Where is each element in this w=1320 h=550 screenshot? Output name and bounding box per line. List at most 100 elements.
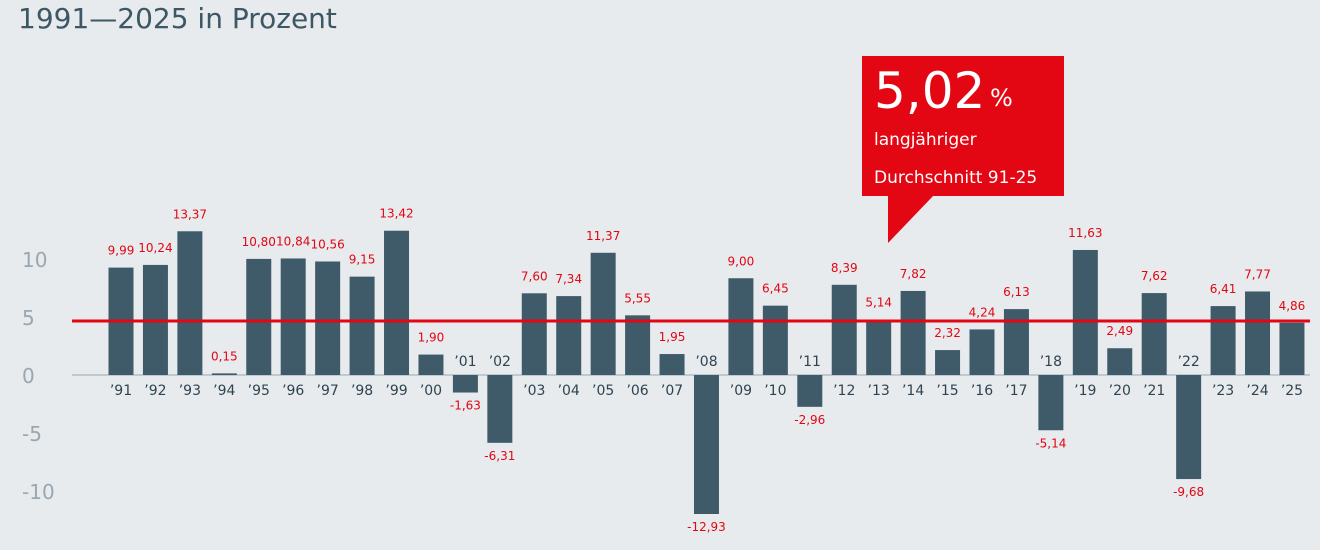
value-label: 5,55 [624,291,651,305]
x-tick-label: ’15 [936,383,958,399]
value-label: 0,15 [211,349,238,363]
average-caption-line1: langjähriger [874,130,977,150]
y-tick-label: 5 [22,306,35,330]
bar [349,276,375,375]
x-tick-label: ’02 [489,354,511,370]
bar [1245,291,1271,375]
x-tick-label: ’97 [317,383,339,399]
value-label: -12,93 [687,520,726,534]
average-unit: % [990,84,1013,112]
x-tick-label: ’16 [971,383,993,399]
x-tick-label: ’92 [144,383,166,399]
bar [969,329,995,375]
bar [866,319,892,375]
value-label: 10,24 [138,241,172,255]
x-tick-label: ’01 [454,354,476,370]
value-label: 9,00 [728,254,755,268]
x-tick-label: ’21 [1143,383,1165,399]
x-tick-label: ’99 [385,383,407,399]
x-tick-label: ’03 [523,383,545,399]
bar [625,315,651,375]
value-label: -9,68 [1173,485,1204,499]
x-tick-label: ’00 [420,383,442,399]
x-tick-label: ’17 [1005,383,1027,399]
bar [1141,293,1167,375]
y-tick-label: -10 [22,480,55,504]
value-label: 7,77 [1244,267,1271,281]
x-tick-label: ’93 [179,383,201,399]
value-label: 13,37 [173,207,207,221]
x-tick-label: ’09 [730,383,752,399]
value-label: 7,82 [900,267,927,281]
bar [1210,306,1236,375]
bar [487,375,513,443]
value-label: -2,96 [794,413,825,427]
value-label: 13,42 [379,207,413,221]
value-label: 10,56 [310,237,344,251]
x-tick-label: ’04 [558,383,580,399]
value-label: 6,45 [762,282,789,296]
value-label: 4,86 [1279,299,1306,313]
x-tick-label: ’23 [1212,383,1234,399]
value-label: 10,84 [276,234,310,248]
value-label: 5,14 [865,296,892,310]
value-label: 9,99 [108,244,135,258]
bar [659,354,685,375]
bar [1107,348,1133,375]
average-caption-line2: Durchschnitt 91-25 [874,168,1038,188]
bar [384,230,410,375]
value-label: 6,41 [1210,282,1237,296]
bar [1279,322,1305,375]
value-label: -5,14 [1035,436,1066,450]
y-tick-label: -5 [22,422,42,446]
bar [1176,375,1202,480]
value-label: 1,90 [418,331,445,345]
value-label: 2,32 [934,326,961,340]
value-label: 9,15 [349,253,376,267]
bar [211,373,237,375]
y-tick-label: 10 [22,248,47,272]
x-tick-label: ’10 [764,383,786,399]
x-tick-label: ’22 [1178,354,1200,370]
x-tick-label: ’11 [799,354,821,370]
x-tick-label: ’14 [902,383,924,399]
bar [315,261,341,375]
bar [1003,309,1029,375]
x-tick-label: ’98 [351,383,373,399]
x-tick-label: ’25 [1281,383,1303,399]
x-tick-label: ’95 [248,383,270,399]
bar [418,354,444,375]
chart-title: 1991—2025 in Prozent [18,2,337,35]
value-label: 1,95 [659,330,686,344]
x-tick-label: ’19 [1074,383,1096,399]
bar [246,258,272,375]
value-label: -1,63 [450,399,481,413]
x-tick-label: ’08 [695,354,717,370]
bar [280,258,306,375]
value-label: 7,62 [1141,269,1168,283]
value-label: 4,24 [969,305,996,319]
bar [797,375,823,407]
average-callout: 5,02 % langjähriger Durchschnitt 91-25 [862,56,1064,196]
value-label: 7,60 [521,269,548,283]
y-tick-label: 0 [22,364,35,388]
x-tick-label: ’12 [833,383,855,399]
bar [693,375,719,514]
value-label: 11,37 [586,229,620,243]
x-tick-label: ’20 [1109,383,1131,399]
bar [556,296,582,375]
value-label: -6,31 [484,449,515,463]
bar [177,231,203,375]
value-label: 10,80 [242,235,276,249]
value-label: 2,49 [1106,324,1133,338]
x-tick-label: ’94 [213,383,235,399]
bar [728,278,754,375]
bar [831,284,857,375]
x-tick-label: ’05 [592,383,614,399]
bar [935,350,961,375]
x-tick-label: ’24 [1246,383,1268,399]
x-tick-label: ’07 [661,383,683,399]
x-tick-label: ’91 [110,383,132,399]
value-label: 6,13 [1003,285,1030,299]
